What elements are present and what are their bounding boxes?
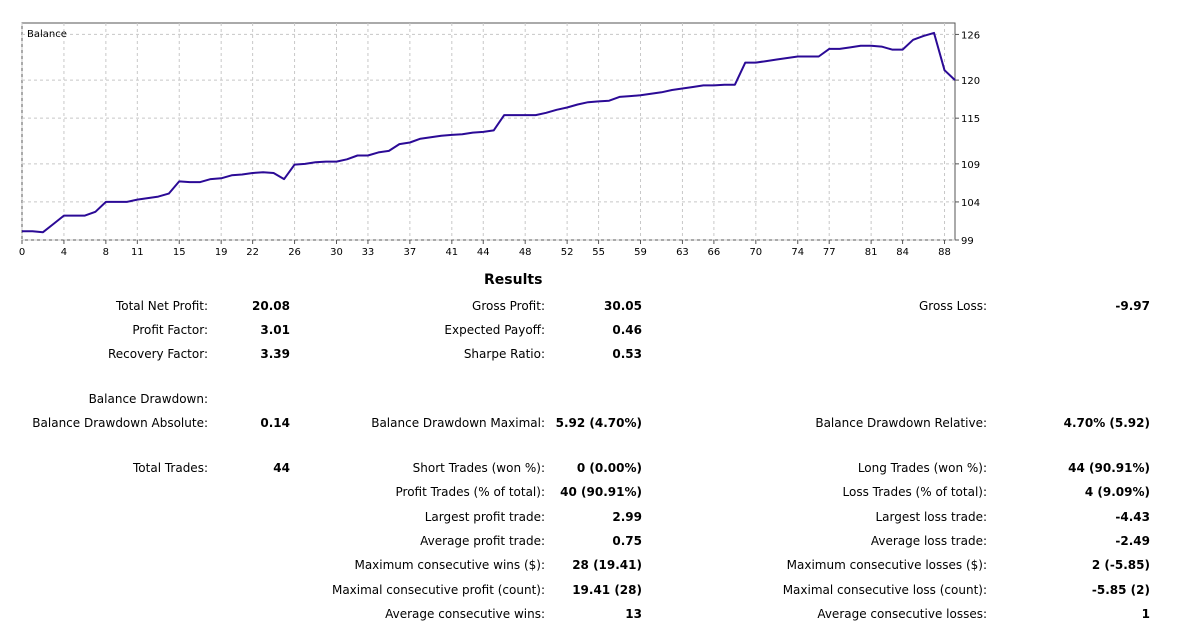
x-tick-label: 11 [131,247,144,258]
x-tick-label: 55 [592,247,605,258]
results-title: Results [484,272,543,288]
average-loss-value: -2.49 [1115,534,1150,548]
largest-profit-value: 2.99 [612,510,642,524]
x-tick-label: 4 [61,247,67,258]
profit-factor-value: 3.01 [260,323,290,337]
average-profit-value: 0.75 [612,534,642,548]
y-tick-label: 126 [961,30,980,41]
short-trades-value: 0 (0.00%) [576,461,642,475]
total-trades-label: Total Trades: [133,461,208,475]
x-tick-label: 30 [330,247,343,258]
chart-grid [21,23,955,241]
x-tick-label: 48 [519,247,532,258]
y-tick-label: 120 [961,76,980,87]
x-tick-label: 26 [288,247,301,258]
maximal-consec-loss-value: -5.85 (2) [1091,583,1150,597]
average-profit-label: Average profit trade: [420,534,545,548]
bd-relative-label: Balance Drawdown Relative: [815,416,987,430]
gross-profit-label: Gross Profit: [472,299,545,313]
maximal-consec-loss-label: Maximal consecutive loss (count): [782,583,987,597]
recovery-factor-label: Recovery Factor: [107,347,208,361]
bd-maximal-label: Balance Drawdown Maximal: [371,416,545,430]
profit-trades-value: 40 (90.91%) [560,485,642,499]
balance-drawdown-label: Balance Drawdown: [88,392,208,406]
gross-loss-label: Gross Loss: [919,299,987,313]
bd-absolute-label: Balance Drawdown Absolute: [32,416,208,430]
x-tick-label: 37 [404,247,417,258]
long-trades-value: 44 (90.91%) [1068,461,1150,475]
balance-series-line [22,31,956,234]
average-loss-label: Average loss trade: [870,534,987,548]
x-tick-label: 84 [896,247,909,258]
x-tick-label: 77 [823,247,836,258]
profit-trades-label: Profit Trades (% of total): [395,485,545,499]
bd-absolute-value: 0.14 [260,416,290,430]
expected-payoff-value: 0.46 [612,323,642,337]
avg-consec-losses-label: Average consecutive losses: [817,607,987,621]
x-tick-label: 33 [362,247,375,258]
x-tick-label: 66 [708,247,721,258]
y-axis: 126 120 115 109 104 99 [955,30,980,247]
bd-relative-value: 4.70% (5.92) [1063,416,1150,430]
long-trades-label: Long Trades (won %): [857,461,987,475]
recovery-factor-value: 3.39 [260,347,290,361]
x-tick-label: 59 [634,247,647,258]
loss-trades-value: 4 (9.09%) [1084,485,1150,499]
total-net-profit-label: Total Net Profit: [115,299,208,313]
avg-consec-losses-value: 1 [1141,607,1150,621]
bd-maximal-value: 5.92 (4.70%) [555,416,642,430]
x-tick-label: 70 [749,247,762,258]
gross-profit-value: 30.05 [604,299,642,313]
x-tick-label: 52 [561,247,574,258]
maximal-consec-profit-value: 19.41 (28) [572,583,642,597]
max-consec-losses-label: Maximum consecutive losses ($): [786,558,987,572]
x-tick-label: 63 [676,247,689,258]
x-tick-label: 44 [477,247,490,258]
x-tick-label: 8 [103,247,109,258]
x-tick-label: 81 [865,247,878,258]
x-tick-label: 74 [791,247,804,258]
max-consec-wins-value: 28 (19.41) [572,558,642,572]
expected-payoff-label: Expected Payoff: [444,323,545,337]
loss-trades-label: Loss Trades (% of total): [842,485,988,499]
y-tick-label: 99 [961,236,974,247]
total-net-profit-value: 20.08 [252,299,290,313]
x-tick-label: 15 [173,247,186,258]
y-tick-label: 104 [961,198,980,209]
total-trades-value: 44 [273,461,290,475]
profit-factor-label: Profit Factor: [132,323,208,337]
avg-consec-wins-label: Average consecutive wins: [385,607,545,621]
sharpe-ratio-value: 0.53 [612,347,642,361]
x-axis: 0 4 8 11 15 19 22 26 30 33 37 41 44 48 52 55 59 63 66 70 74 7… [19,240,951,258]
x-tick-label: 19 [215,247,228,258]
short-trades-label: Short Trades (won %): [412,461,545,475]
x-tick-label: 22 [246,247,259,258]
chart-title: Balance [27,29,67,40]
sharpe-ratio-label: Sharpe Ratio: [463,347,545,361]
max-consec-wins-label: Maximum consecutive wins ($): [354,558,545,572]
largest-profit-label: Largest profit trade: [424,510,545,524]
x-tick-label: 41 [445,247,458,258]
avg-consec-wins-value: 13 [625,607,642,621]
x-tick-label: 88 [938,247,951,258]
x-tick-label: 0 [19,247,25,258]
y-tick-label: 115 [961,114,980,125]
gross-loss-value: -9.97 [1115,299,1150,313]
largest-loss-label: Largest loss trade: [875,510,987,524]
y-tick-label: 109 [961,160,980,171]
largest-loss-value: -4.43 [1115,510,1150,524]
maximal-consec-profit-label: Maximal consecutive profit (count): [331,583,545,597]
max-consec-losses-value: 2 (-5.85) [1091,558,1150,572]
